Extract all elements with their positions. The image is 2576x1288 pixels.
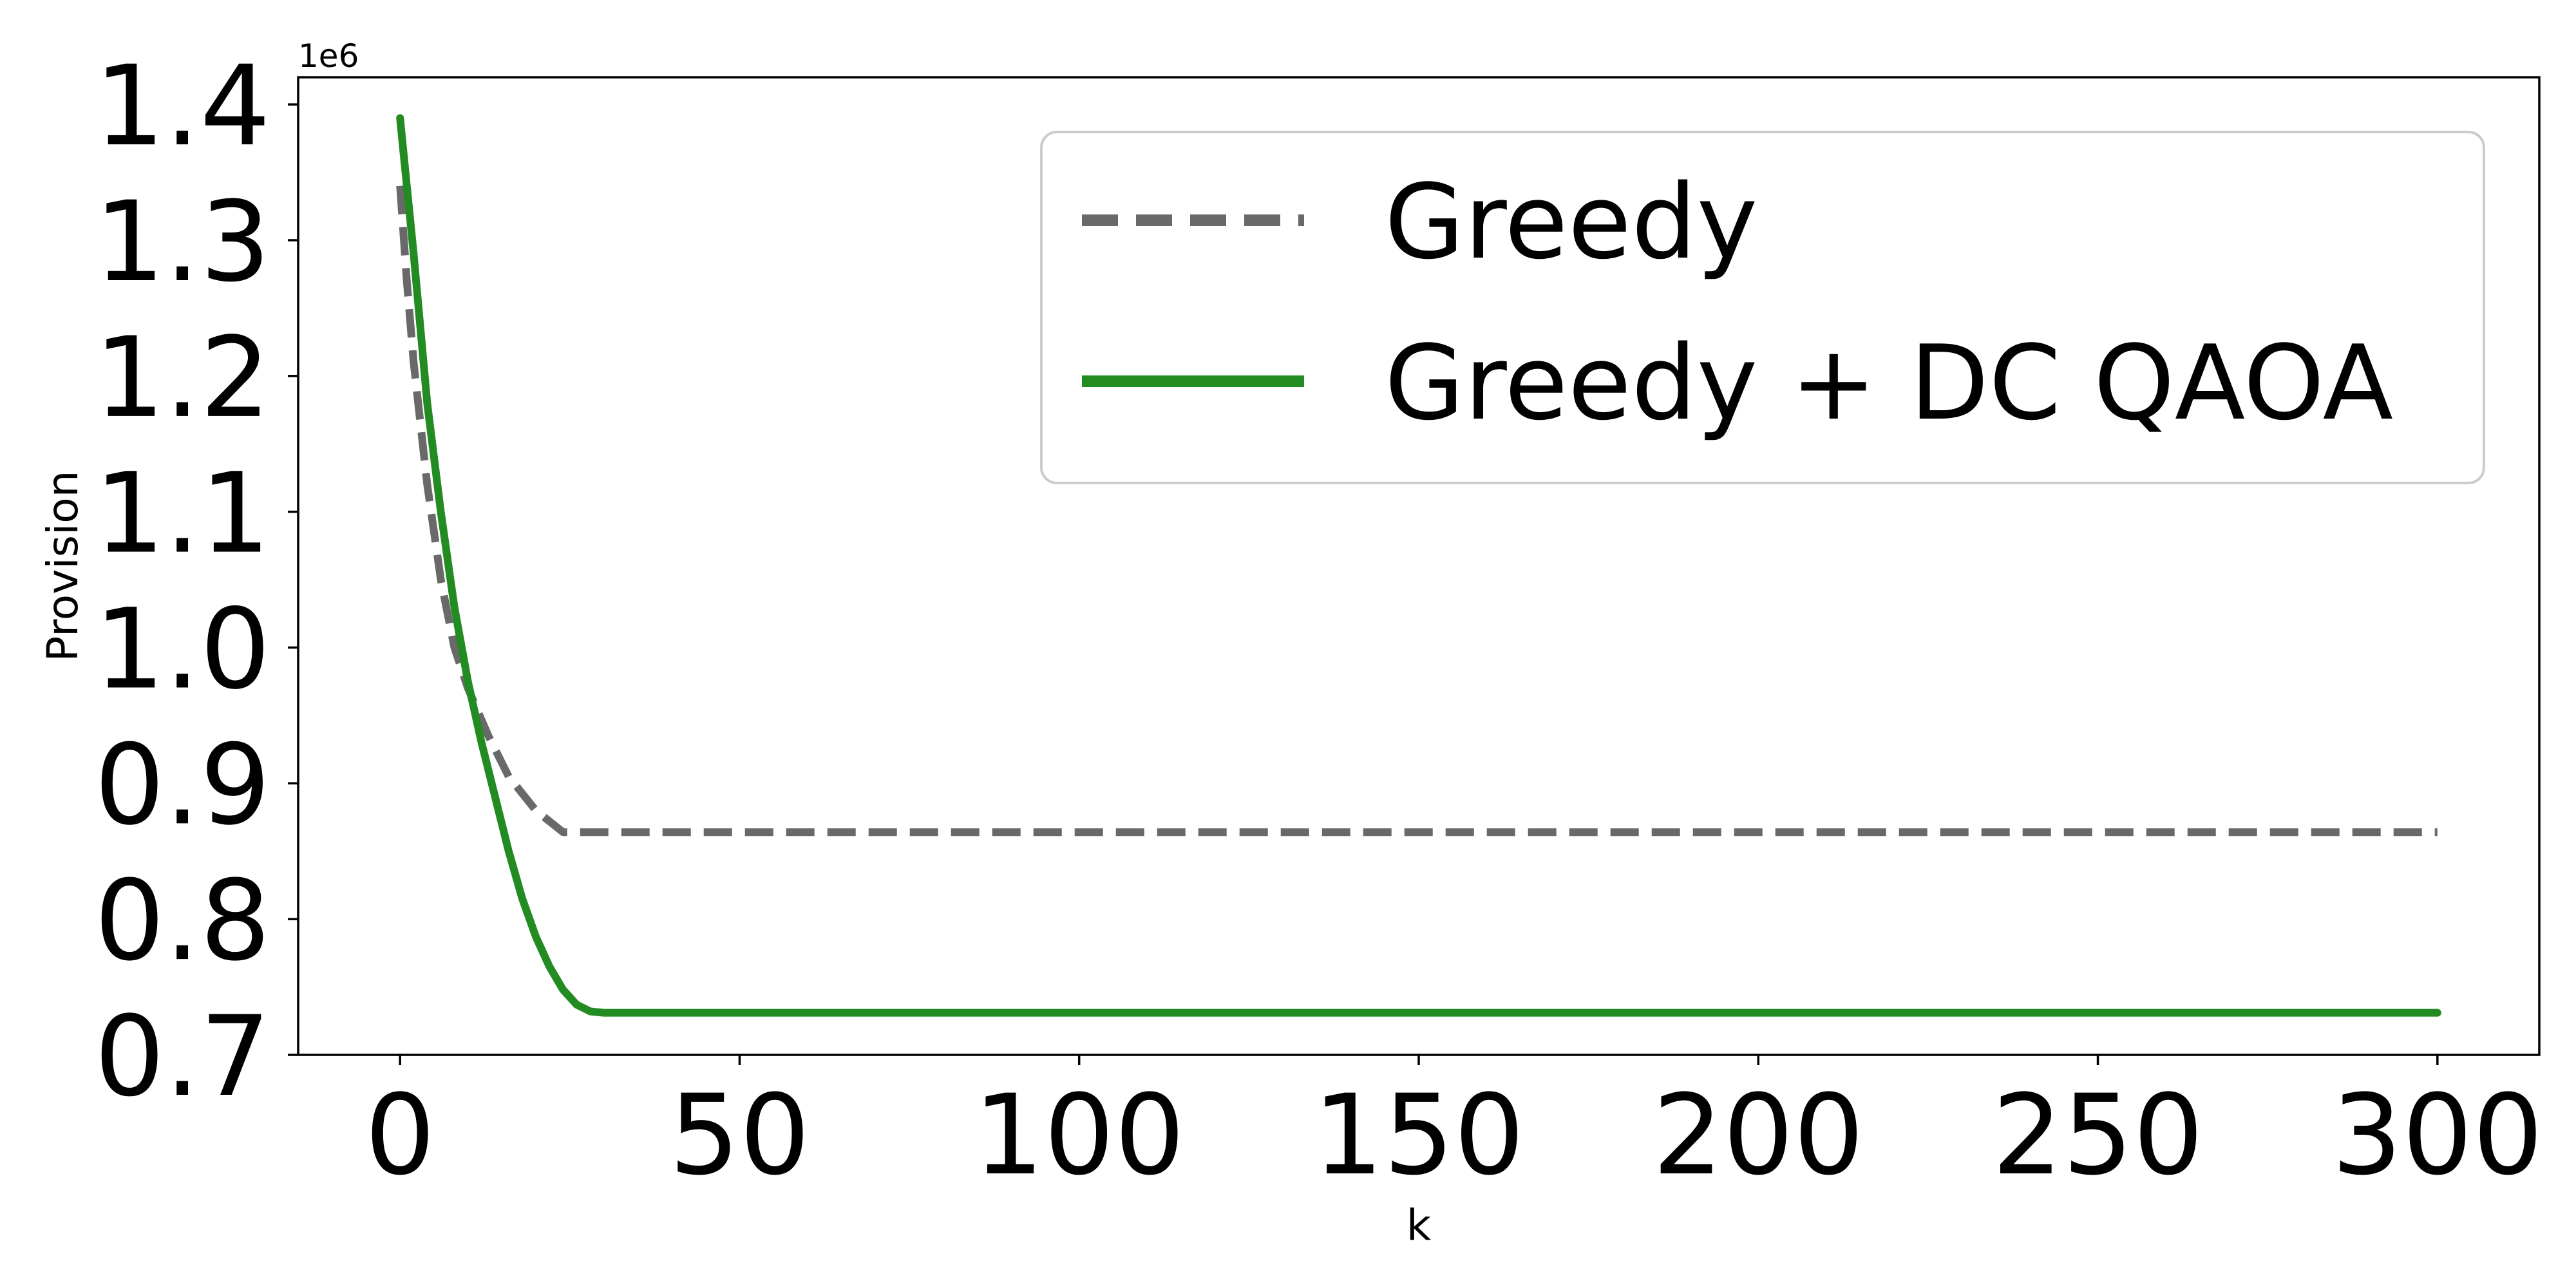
series-line-greedy: [396, 185, 2438, 837]
x-tick-label: 50: [669, 1070, 810, 1200]
legend-label-greedy-dc-qaoa: Greedy + DC QAOA: [1385, 323, 2393, 443]
y-tick-label: 1.2: [94, 313, 270, 442]
y-tick-label: 0.9: [94, 720, 270, 849]
legend-box: [1040, 131, 2485, 484]
legend: Greedy Greedy + DC QAOA: [1040, 131, 2485, 484]
series-layer: [396, 114, 2441, 1017]
y-tick-label: 0.8: [94, 856, 270, 985]
series-line-greedy-dc-qaoa: [396, 114, 2441, 1017]
y-tick-label: 1.4: [94, 41, 270, 171]
x-tick-label: 150: [1313, 1070, 1524, 1200]
y-offset-label: 1e6: [298, 37, 359, 75]
y-tick-label: 1.1: [94, 449, 270, 578]
y-tick-label: 0.7: [94, 992, 270, 1121]
x-tick-label: 0: [365, 1070, 435, 1200]
x-tick-label: 250: [1992, 1070, 2203, 1200]
x-axis-label: k: [1406, 1200, 1432, 1250]
x-tick-label: 300: [2332, 1070, 2543, 1200]
y-axis: 0.70.80.91.01.11.21.31.4: [94, 41, 298, 1121]
x-axis: 0 50 100 150 200 250 300: [365, 1055, 2543, 1200]
y-tick-label: 1.0: [94, 585, 270, 714]
x-tick-label: 100: [974, 1070, 1185, 1200]
y-tick-label: 1.3: [94, 177, 270, 307]
x-tick-label: 200: [1653, 1070, 1864, 1200]
y-axis-label: Provision: [38, 470, 88, 661]
legend-label-greedy: Greedy: [1385, 162, 1757, 282]
